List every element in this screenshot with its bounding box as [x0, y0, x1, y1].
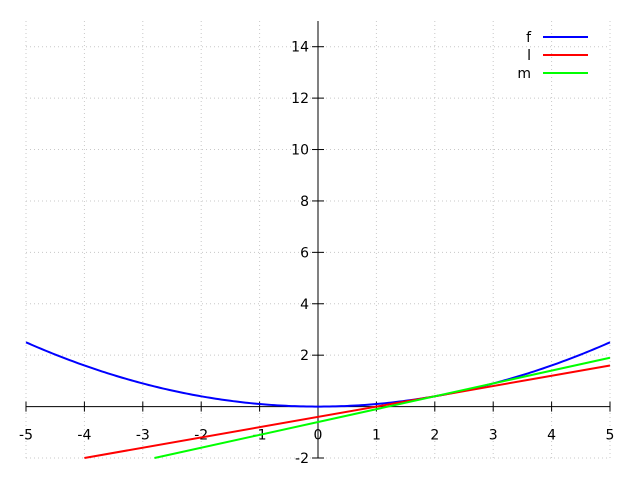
y-tick-label: -2 [295, 451, 309, 467]
y-tick-label: 10 [291, 143, 309, 159]
y-tick-label: 14 [291, 40, 309, 56]
x-tick-label: 4 [547, 428, 556, 444]
x-tick-label: 3 [489, 428, 498, 444]
y-tick-label: 12 [291, 91, 309, 107]
y-tick-label: 8 [300, 194, 309, 210]
series-line-m [154, 356, 611, 459]
y-tick-label: 6 [300, 245, 309, 261]
legend-label-l: l [527, 48, 531, 64]
x-tick-label: -4 [77, 428, 91, 444]
x-tick-label: -3 [136, 428, 150, 444]
x-tick-label: 5 [606, 428, 615, 444]
series-line-f [25, 341, 611, 408]
legend-label-f: f [526, 30, 532, 46]
y-tick-label: 2 [300, 348, 309, 364]
x-tick-label: -2 [194, 428, 208, 444]
x-tick-label: 1 [372, 428, 381, 444]
series-line-l [84, 364, 611, 459]
y-tick-label: 4 [300, 297, 309, 313]
x-tick-label: 2 [430, 428, 439, 444]
x-tick-label: 0 [314, 428, 323, 444]
series-lines [25, 341, 611, 459]
x-tick-label: -5 [19, 428, 33, 444]
legend-label-m: m [517, 66, 531, 82]
legend: flm [517, 30, 588, 82]
